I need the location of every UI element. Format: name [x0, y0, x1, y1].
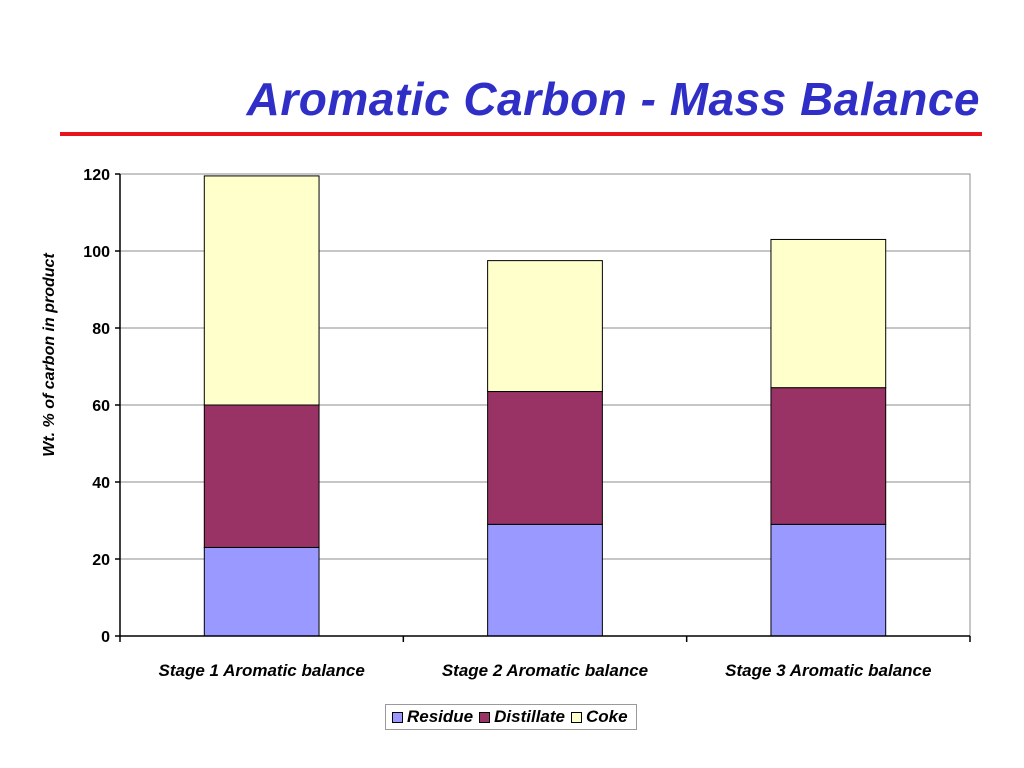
bar-residue: [770, 523, 887, 637]
bars: [203, 175, 887, 637]
x-category-label: Stage 1 Aromatic balance: [159, 661, 365, 680]
bar-coke: [770, 238, 887, 389]
legend-item-coke: Coke: [571, 707, 628, 727]
y-tick-label: 0: [101, 629, 110, 646]
y-tick-label: 60: [92, 398, 110, 415]
legend-label: Coke: [586, 707, 628, 726]
y-axis-label: Wt. % of carbon in product: [41, 253, 58, 457]
legend-label: Residue: [407, 707, 474, 726]
x-category-label: Stage 3 Aromatic balance: [725, 661, 931, 680]
bar-coke: [203, 175, 320, 406]
slide-title: Aromatic Carbon - Mass Balance: [246, 73, 980, 125]
bar-distillate: [203, 404, 320, 548]
axes: 0 20 40 60 80 100 120 Stage 1 Aromatic balance S…: [83, 167, 971, 680]
bar-residue: [203, 546, 320, 637]
bar-distillate: [770, 387, 887, 525]
y-tick-label: 20: [92, 552, 110, 569]
y-tick-label: 100: [83, 244, 110, 261]
legend-swatch: [571, 711, 582, 723]
chart-legend: Residue Distillate Coke: [385, 704, 637, 730]
bar-coke: [487, 260, 603, 393]
legend-item-distillate: Distillate: [479, 707, 565, 727]
bar-residue: [487, 523, 603, 637]
legend-item-residue: Residue: [392, 707, 473, 727]
legend-label: Distillate: [494, 707, 565, 726]
x-category-label: Stage 2 Aromatic balance: [442, 661, 648, 680]
bar-distillate: [487, 391, 603, 525]
legend-swatch: [392, 711, 403, 723]
y-tick-label: 120: [83, 167, 110, 184]
stacked-bar-chart: 0 20 40 60 80 100 120 Stage 1 Aromatic balance S…: [41, 167, 971, 680]
title-divider: [60, 132, 982, 136]
y-tick-label: 80: [92, 321, 110, 338]
y-tick-label: 40: [92, 475, 110, 492]
legend-swatch: [479, 711, 491, 723]
